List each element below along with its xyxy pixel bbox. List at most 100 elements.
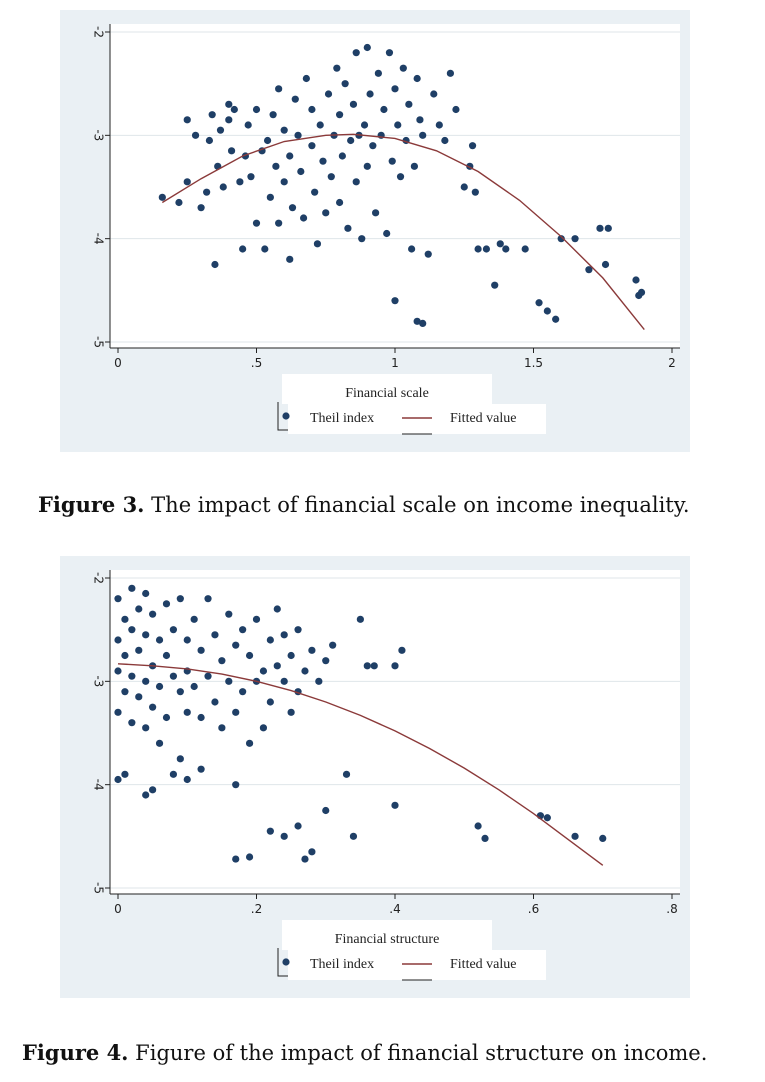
- fig4-x-tick-label: .8: [666, 902, 677, 916]
- fig3-data-point: [203, 188, 211, 196]
- fig3-data-point: [363, 162, 371, 170]
- fig3-data-point: [372, 209, 380, 217]
- fig3-data-point: [419, 131, 427, 139]
- fig3-data-point: [413, 74, 421, 83]
- fig4-data-point: [266, 698, 274, 706]
- fig3-legend-marker-theil: [282, 412, 290, 420]
- fig3-data-point: [441, 136, 449, 145]
- fig4-data-point: [176, 688, 184, 696]
- fig4-legend-marker-theil: [282, 958, 290, 966]
- fig4-data-point: [245, 651, 254, 660]
- fig4-data-point: [169, 672, 177, 680]
- fig4-data-point: [176, 755, 184, 763]
- fig3-data-point: [322, 209, 330, 217]
- fig3-data-point: [358, 235, 366, 243]
- fig4-data-point: [308, 646, 316, 654]
- fig4-data-point: [142, 589, 150, 598]
- fig3-data-point: [158, 193, 166, 201]
- fig4-data-point: [190, 682, 198, 691]
- fig4-data-point: [356, 615, 364, 623]
- fig3-data-point: [535, 299, 543, 307]
- fig4-data-point: [294, 822, 302, 830]
- fig4-data-point: [481, 834, 489, 842]
- fig4-legend-box: [288, 950, 546, 980]
- fig4-data-point: [232, 641, 240, 649]
- fig3-data-point: [385, 49, 394, 57]
- fig4-data-point: [239, 688, 247, 696]
- figure-3-caption-text: The impact of financial scale on income …: [144, 493, 690, 517]
- fig4-data-point: [190, 615, 198, 623]
- fig4-data-point: [114, 595, 122, 603]
- fig3-plot-area: [110, 24, 680, 348]
- fig4-data-point: [259, 667, 268, 675]
- fig3-data-point: [266, 193, 274, 201]
- fig3-data-point: [391, 297, 399, 305]
- fig3-data-point: [191, 131, 200, 139]
- fig4-data-point: [149, 786, 157, 794]
- fig3-data-point: [211, 260, 219, 269]
- fig3-data-point: [341, 80, 349, 88]
- fig3-data-point: [313, 240, 322, 248]
- fig4-data-point: [211, 698, 219, 706]
- fig4-data-point: [218, 724, 226, 732]
- fig4-data-point: [142, 724, 150, 732]
- fig4-data-point: [322, 806, 330, 815]
- fig4-data-point: [114, 708, 122, 716]
- fig3-data-point: [252, 105, 261, 114]
- fig3-data-point: [374, 69, 382, 77]
- fig4-data-point: [245, 853, 254, 861]
- fig3-data-point: [383, 229, 391, 238]
- fig3-data-point: [302, 74, 310, 83]
- fig3-data-point: [391, 85, 399, 93]
- fig3-data-point: [230, 105, 238, 114]
- fig4-y-tick-label: -3: [91, 675, 105, 687]
- fig3-x-tick-label: 1: [391, 356, 399, 370]
- fig4-data-point: [169, 626, 177, 634]
- figure-3-caption: Figure 3. The impact of financial scale …: [38, 492, 690, 517]
- figure-3-chart: -5 -4 -3 -2 0.5 1 1.5 2 Financial scale Theil ind…: [60, 10, 690, 452]
- fig3-data-point: [280, 126, 288, 134]
- fig3-fitted-curve: [161, 133, 645, 331]
- fig4-data-point: [329, 641, 337, 649]
- fig4-data-point: [287, 708, 295, 716]
- fig4-data-point: [315, 677, 323, 685]
- fig4-legend-label-theil: Theil index: [310, 957, 374, 972]
- fig4-legend-label-fit: Fitted value: [450, 957, 517, 972]
- fig3-data-point: [394, 121, 402, 129]
- fig4-data-point: [218, 657, 226, 665]
- fig4-data-point: [301, 667, 309, 675]
- fig3-data-point: [405, 100, 413, 108]
- fig3-data-point: [399, 64, 407, 72]
- fig4-data-point: [232, 708, 240, 716]
- fig3-data-point: [543, 307, 551, 315]
- fig4-data-point: [280, 631, 288, 639]
- fig3-data-point: [596, 224, 604, 232]
- fig4-data-point: [162, 651, 171, 660]
- fig3-data-point: [349, 100, 358, 108]
- fig3-data-point: [552, 315, 560, 323]
- fig4-data-point: [128, 719, 136, 727]
- fig4-data-point: [121, 615, 129, 623]
- fig4-data-point: [225, 677, 233, 685]
- fig3-data-point: [416, 116, 424, 124]
- fig3-data-point: [225, 100, 233, 108]
- fig3-data-point: [352, 49, 360, 57]
- fig3-data-point: [352, 178, 360, 186]
- fig4-data-point: [121, 688, 129, 696]
- fig4-y-tick-label: -2: [92, 572, 106, 584]
- figure-4-caption-text: Figure of the impact of financial struct…: [128, 1041, 708, 1065]
- fig3-data-point: [183, 116, 191, 124]
- fig3-data-point: [585, 266, 593, 274]
- fig4-data-point: [142, 791, 150, 799]
- fig4-data-point: [128, 672, 136, 680]
- fig3-data-point: [435, 121, 443, 129]
- fig3-data-point: [299, 214, 308, 222]
- fig3-data-point: [336, 111, 344, 119]
- fig3-data-point: [380, 105, 388, 114]
- fig3-data-point: [308, 142, 316, 150]
- fig3-data-point: [496, 240, 504, 248]
- fig3-data-point: [460, 183, 468, 191]
- fig3-data-point: [236, 178, 244, 186]
- fig4-data-point: [183, 775, 191, 784]
- fig4-data-point: [225, 610, 233, 618]
